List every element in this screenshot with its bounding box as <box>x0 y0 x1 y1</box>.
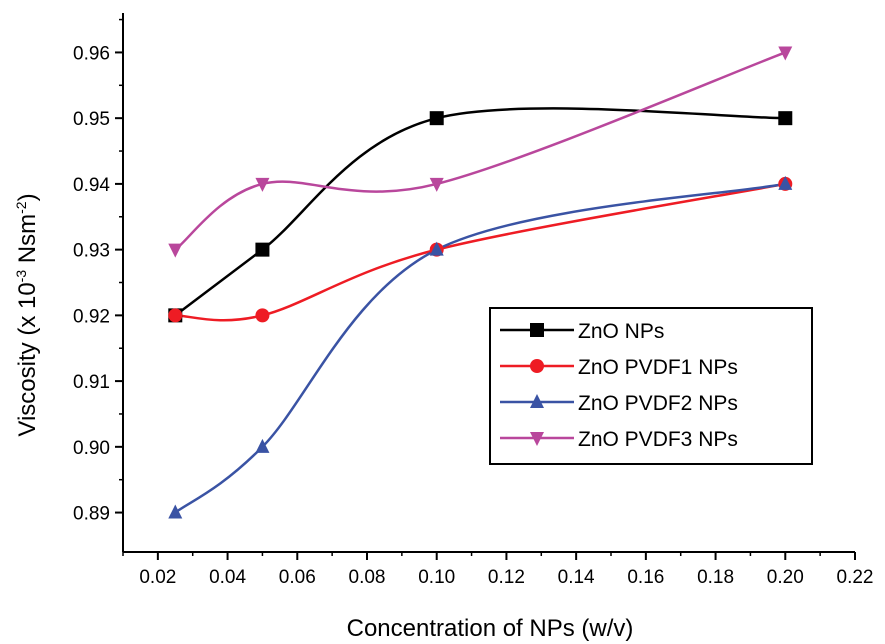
series-line-4 <box>174 51 786 251</box>
data-point-series-3 <box>255 438 270 453</box>
x-tick-label: 0.18 <box>697 567 734 588</box>
x-tick-label: 0.02 <box>139 567 176 588</box>
y-axis-title-unit: Nsm <box>14 214 41 270</box>
data-point-series-4 <box>778 46 793 61</box>
legend-marker-3 <box>530 394 544 408</box>
data-point-series-3 <box>429 241 444 256</box>
series-line-2 <box>175 182 786 322</box>
data-point-series-3 <box>168 504 183 519</box>
y-axis-title-unit-exponent: -2 <box>13 201 29 214</box>
data-point-series-4 <box>255 177 270 192</box>
data-point-series-1 <box>778 111 793 126</box>
legend-marker-2 <box>530 359 544 373</box>
data-point-series-1 <box>429 111 444 126</box>
y-tick-label: 0.90 <box>73 438 110 459</box>
data-point-series-1 <box>255 242 270 257</box>
x-tick-label: 0.12 <box>488 567 525 588</box>
y-tick-label: 0.92 <box>73 306 110 327</box>
x-tick-label: 0.14 <box>558 567 595 588</box>
x-tick-label: 0.04 <box>209 567 246 588</box>
legend: ZnO NPs ZnO PVDF1 NPs ZnO PVDF2 NPs ZnO PVD… <box>489 307 813 465</box>
legend-label-4: ZnO PVDF3 NPs <box>578 428 738 451</box>
legend-marker-1 <box>530 323 544 337</box>
series-markers <box>168 46 793 519</box>
x-axis-title: Concentration of NPs (w/v) <box>347 615 634 642</box>
data-point-series-2 <box>168 308 183 323</box>
x-tick-label: 0.08 <box>349 567 386 588</box>
legend-label-2: ZnO PVDF1 NPs <box>578 356 738 379</box>
legend-label-1: ZnO NPs <box>578 320 664 343</box>
y-tick-label: 0.96 <box>73 43 110 64</box>
x-tick-label: 0.10 <box>418 567 455 588</box>
data-point-series-3 <box>778 175 793 190</box>
y-tick-label: 0.95 <box>73 109 110 130</box>
y-tick-label: 0.93 <box>73 241 110 262</box>
x-tick-label: 0.16 <box>627 567 664 588</box>
y-tick-label: 0.89 <box>73 504 110 525</box>
data-point-series-4 <box>168 243 183 258</box>
y-axis-ticks: 0.89 0.90 0.91 0.92 0.93 0.94 0.95 0.96 <box>73 18 123 525</box>
data-point-series-2 <box>255 308 270 323</box>
y-axis-title-close: ) <box>14 193 41 201</box>
data-point-series-4 <box>429 177 444 192</box>
x-tick-label: 0.06 <box>279 567 316 588</box>
y-tick-label: 0.94 <box>73 175 110 196</box>
x-axis-ticks: 0.02 0.04 0.06 0.08 0.10 0.12 0.14 0.16 0.18 0.20… <box>122 552 874 588</box>
y-tick-label: 0.91 <box>73 372 110 393</box>
plot-frame <box>122 13 855 553</box>
series-line-1 <box>174 107 786 317</box>
y-axis-title: Viscosity (x 10-3 Nsm-2) <box>13 193 41 436</box>
legend-marker-4 <box>530 432 544 446</box>
y-axis-title-main: Viscosity (x 10 <box>14 282 41 436</box>
x-tick-label: 0.22 <box>837 567 874 588</box>
series-line-3 <box>174 182 786 514</box>
series-lines <box>174 51 786 514</box>
y-axis-title-exponent: -3 <box>13 270 29 283</box>
legend-label-3: ZnO PVDF2 NPs <box>578 392 738 415</box>
x-tick-label: 0.20 <box>767 567 804 588</box>
